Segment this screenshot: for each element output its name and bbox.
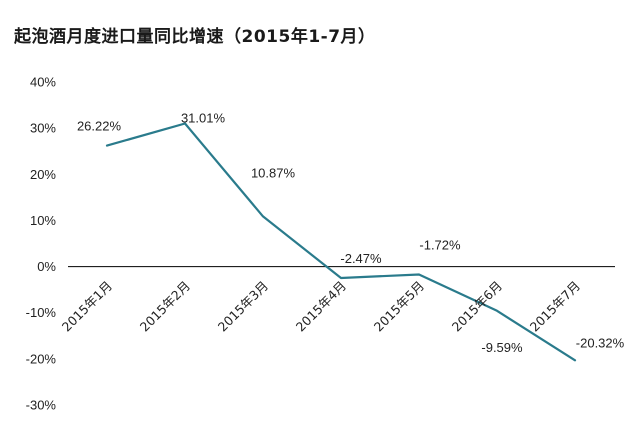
- x-axis-category-labels: 2015年1月 2015年2月 2015年3月 2015年4月 2015年5月 2015年…: [59, 278, 583, 334]
- data-label: -9.59%: [481, 340, 523, 355]
- y-axis-ticks: 40% 30% 20% 10% 0% -10% -20% -30%: [26, 75, 57, 413]
- data-label: -2.47%: [340, 251, 382, 266]
- data-label: 31.01%: [181, 110, 226, 125]
- data-label: 26.22%: [77, 119, 122, 134]
- x-category-label: 2015年3月: [215, 278, 271, 334]
- y-tick-label: -30%: [26, 398, 57, 413]
- x-category-label: 2015年2月: [137, 278, 193, 334]
- x-category-label: 2015年6月: [449, 278, 505, 334]
- series-line: [105, 122, 577, 362]
- y-tick-label: 40%: [30, 75, 56, 90]
- data-label: -20.32%: [576, 335, 625, 350]
- y-tick-label: 10%: [30, 213, 56, 228]
- x-category-label: 2015年1月: [59, 278, 115, 334]
- data-labels: 26.22% 31.01% 10.87% -2.47% -1.72% -9.59% -20.…: [77, 110, 625, 354]
- x-category-label: 2015年7月: [527, 278, 583, 334]
- data-label: 10.87%: [251, 165, 296, 180]
- y-tick-label: 30%: [30, 121, 56, 136]
- y-tick-label: 0%: [37, 259, 56, 274]
- y-tick-label: -20%: [26, 351, 57, 366]
- y-tick-label: -10%: [26, 305, 57, 320]
- y-tick-label: 20%: [30, 167, 56, 182]
- data-label: -1.72%: [419, 238, 461, 253]
- x-category-label: 2015年5月: [371, 278, 427, 334]
- x-category-label: 2015年4月: [293, 278, 349, 334]
- chart-title: 起泡酒月度进口量同比增速（2015年1-7月）: [14, 27, 376, 47]
